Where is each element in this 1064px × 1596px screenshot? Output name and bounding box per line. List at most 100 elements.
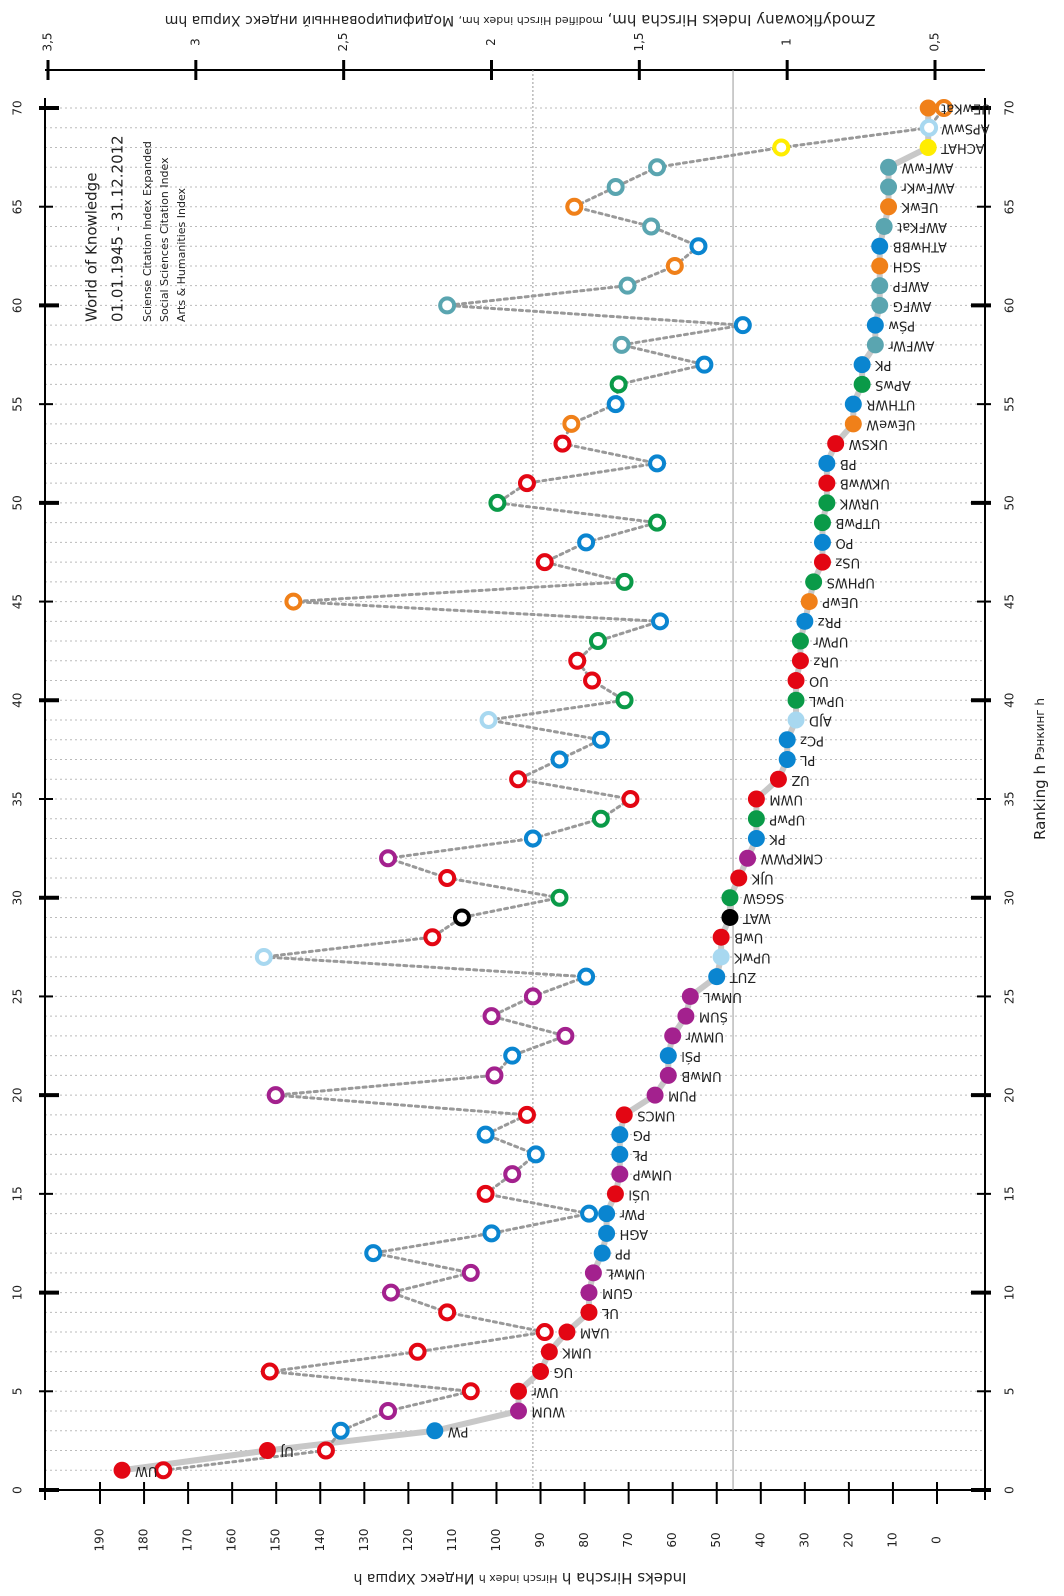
hm-point: [438, 1303, 457, 1322]
category-label: ZUT: [730, 969, 756, 984]
h-point: [919, 138, 937, 156]
h-point: [871, 257, 889, 275]
h-point: [796, 612, 814, 630]
h-point: [580, 1284, 598, 1302]
category-label: UWM: [769, 792, 803, 807]
h-point: [611, 1126, 629, 1144]
h-point: [866, 336, 884, 354]
category-label: UJ: [280, 1443, 293, 1458]
hm-point: [577, 967, 596, 986]
category-label: GUM: [602, 1285, 633, 1300]
h-point: [510, 1382, 527, 1400]
y2-title-en: modified Hirsch index hm,: [459, 14, 604, 27]
hm-point: [266, 1086, 285, 1105]
h-point: [787, 672, 805, 690]
hm-point: [606, 395, 625, 414]
category-label: AWFwKr: [901, 179, 955, 194]
x-tick-label: 30: [1003, 890, 1017, 905]
category-label: PRz: [818, 614, 842, 629]
category-label: UEweW: [866, 416, 915, 431]
y2-tick-label: 1: [780, 38, 794, 46]
hm-point: [482, 1007, 501, 1026]
category-label: SGH: [893, 258, 921, 273]
x-tick-label: 15: [1003, 1186, 1017, 1201]
category-label: USz: [835, 555, 860, 570]
category-label: UKSW: [849, 436, 888, 451]
category-label: ATHwBB: [893, 239, 947, 254]
y-title-ru: Индекс Хирша h: [354, 1570, 475, 1586]
hm-point: [535, 553, 554, 572]
y-tick-label: 150: [269, 1529, 283, 1552]
category-label: UG: [554, 1364, 574, 1379]
hm-point: [618, 276, 637, 295]
h-point: [708, 968, 726, 986]
hm-point: [606, 177, 625, 196]
category-label: URWK: [839, 495, 879, 510]
y-tick-label: 0: [930, 1536, 944, 1544]
hm-point: [550, 888, 569, 907]
h-point: [791, 652, 809, 670]
category-label: PŁ: [632, 1147, 648, 1162]
category-label: PL: [799, 752, 815, 767]
y-title-en: Hirsch index h: [479, 1572, 558, 1585]
y-tick-label: 190: [93, 1529, 107, 1552]
h-point: [769, 770, 787, 788]
h-point: [875, 217, 893, 235]
category-label: UJK: [751, 870, 773, 885]
hm-point: [665, 256, 684, 275]
annotation: World of Knowledge: [83, 173, 101, 322]
annotation: Sciense Citation Index Expanded: [141, 141, 154, 322]
y-tick-label: 60: [665, 1532, 679, 1547]
hm-point: [503, 1046, 522, 1065]
hm-point: [379, 849, 398, 868]
x-tick-label: 65: [1003, 199, 1017, 214]
x-tick-label: 40: [11, 693, 25, 708]
x-tick-label: 60: [1003, 298, 1017, 313]
y2-tick-label: 3,5: [41, 32, 55, 51]
hm-point: [612, 335, 631, 354]
h-point: [721, 889, 739, 907]
y-tick-label: 180: [137, 1529, 151, 1552]
x-tick-label: 0: [1003, 1486, 1017, 1494]
h-point: [800, 593, 818, 611]
category-label: PK: [769, 831, 786, 846]
hm-point: [476, 1184, 495, 1203]
x-title-ru: Рэнкинг h: [1033, 698, 1047, 760]
hm-point: [476, 1125, 495, 1144]
h-point: [853, 375, 871, 393]
y-tick-label: 140: [313, 1529, 327, 1552]
category-label: UKWwB: [840, 476, 890, 491]
hm-point: [648, 454, 667, 473]
x-tick-label: 10: [11, 1285, 25, 1300]
hm-point: [642, 217, 661, 236]
hm-point: [408, 1342, 427, 1361]
hm-point: [254, 947, 273, 966]
category-label: PP: [615, 1246, 631, 1261]
y2-tick-label: 2,5: [336, 32, 350, 51]
hm-point: [260, 1362, 279, 1381]
hm-point: [479, 711, 498, 730]
hm-point: [381, 1283, 400, 1302]
category-label: UZ: [791, 772, 809, 787]
x-tick-label: 60: [11, 298, 25, 313]
h-point: [113, 1461, 131, 1479]
category-label: AWFwW: [901, 160, 953, 175]
y-tick-label: 20: [841, 1532, 855, 1547]
y-tick-label: 100: [489, 1529, 503, 1552]
y2-tick-label: 2: [484, 38, 498, 46]
h-point: [611, 1145, 629, 1163]
category-label: UTPwB: [835, 515, 880, 530]
y2-axis-title: Zmodyfikowany Indeks Hirscha hm, modifie…: [165, 12, 876, 30]
hm-point: [517, 1105, 536, 1124]
h-point: [871, 277, 889, 295]
y-tick-label: 40: [753, 1532, 767, 1547]
y2-tick-label: 0,5: [928, 32, 942, 51]
h-point: [818, 474, 836, 492]
y-title-pl: Indeks Hirscha h: [562, 1570, 687, 1588]
category-label: WAT: [743, 910, 771, 925]
category-label: UŁ: [601, 1305, 619, 1320]
h-point: [730, 869, 748, 887]
h-point: [721, 908, 739, 926]
category-label: AWFG: [893, 298, 932, 313]
category-label: APwS: [875, 377, 911, 392]
